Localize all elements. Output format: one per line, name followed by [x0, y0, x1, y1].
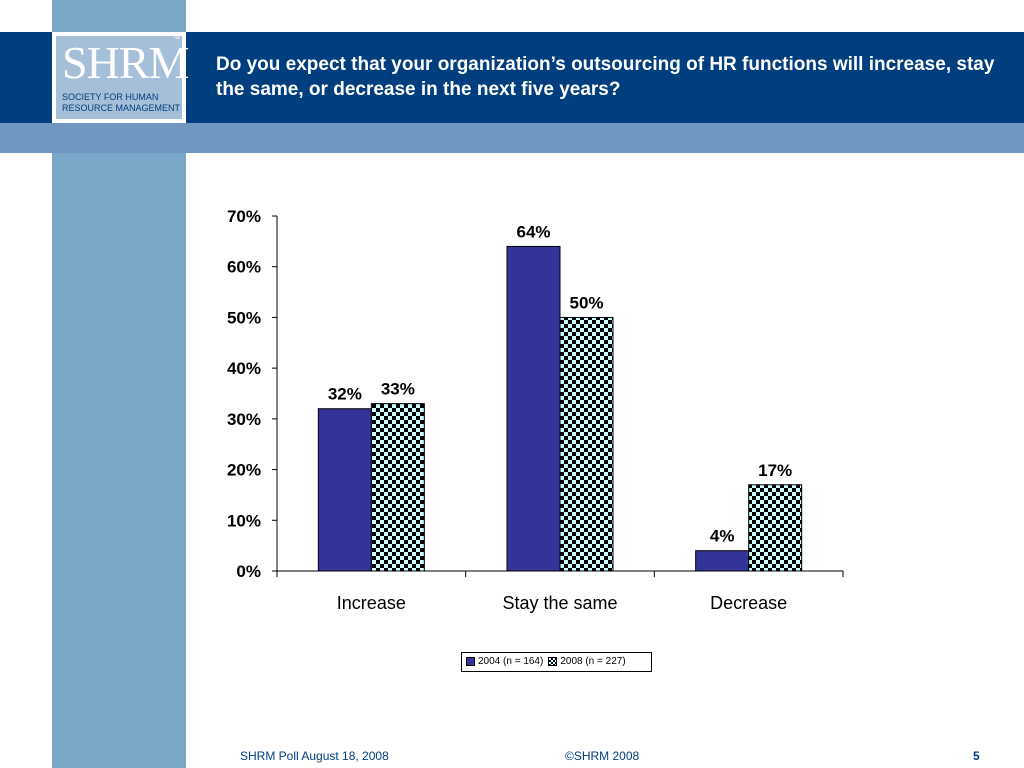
data-label: 33%: [381, 380, 415, 399]
y-tick-label: 30%: [227, 410, 261, 429]
slide-title: Do you expect that your organization’s o…: [216, 54, 995, 100]
data-label: 64%: [516, 222, 550, 241]
bar-2004: [317, 408, 372, 572]
x-category-label: Increase: [337, 593, 406, 613]
data-label: 32%: [328, 385, 362, 404]
data-label: 17%: [758, 461, 792, 480]
bar-2008: [370, 403, 425, 572]
legend-label-2008: 2008 (n = 227): [560, 656, 626, 667]
header-sub-band: [0, 123, 1024, 153]
shrm-logo: SHRM ™ SOCIETY FOR HUMAN RESOURCE MANAGE…: [52, 32, 189, 123]
y-tick-label: 20%: [227, 461, 261, 480]
x-category-label: Decrease: [710, 593, 787, 613]
logo-trademark: ™: [173, 36, 180, 43]
y-tick-label: 0%: [236, 562, 261, 581]
y-tick-label: 60%: [227, 258, 261, 277]
chart-legend: 2004 (n = 164) 2008 (n = 227): [461, 652, 652, 672]
bar-2004: [695, 550, 750, 572]
footer-page-number: 5: [973, 749, 980, 763]
y-tick-label: 70%: [227, 207, 261, 226]
footer-source: SHRM Poll August 18, 2008: [240, 749, 389, 763]
data-label: 4%: [710, 527, 735, 546]
logo-subtitle: SOCIETY FOR HUMAN RESOURCE MANAGEMENT: [62, 92, 181, 113]
legend-label-2004: 2004 (n = 164): [478, 656, 544, 667]
bar-2008: [748, 484, 803, 572]
data-label: 50%: [569, 293, 603, 312]
y-tick-label: 10%: [227, 511, 261, 530]
footer-copyright: ©SHRM 2008: [565, 749, 640, 763]
logo-wordmark: SHRM: [62, 37, 189, 88]
bar-2008: [559, 316, 614, 572]
bar-2004: [506, 245, 561, 572]
legend-swatch-2008: [548, 656, 558, 666]
logo-panel: SHRM ™ SOCIETY FOR HUMAN RESOURCE MANAGE…: [56, 36, 189, 119]
y-tick-label: 40%: [227, 359, 261, 378]
x-category-label: Stay the same: [502, 593, 617, 613]
y-tick-label: 50%: [227, 308, 261, 327]
legend-swatch-2004: [466, 656, 475, 666]
